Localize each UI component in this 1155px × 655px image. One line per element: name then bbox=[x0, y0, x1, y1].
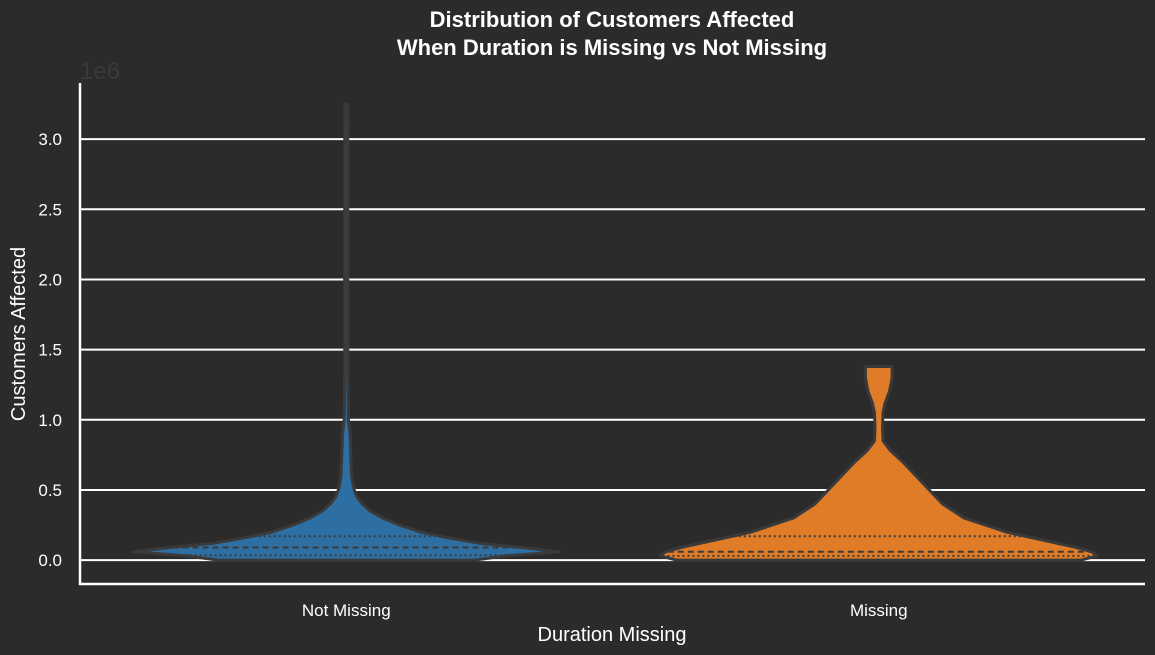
chart-title-line-2: When Duration is Missing vs Not Missing bbox=[397, 35, 827, 60]
y-tick-label: 2.0 bbox=[38, 270, 62, 289]
y-tick-label: 0.0 bbox=[38, 551, 62, 570]
violins bbox=[131, 102, 1099, 562]
y-tick-label: 1.0 bbox=[38, 411, 62, 430]
violin-body bbox=[131, 102, 561, 562]
x-axis-label: Duration Missing bbox=[538, 624, 687, 646]
y-tick-label: 3.0 bbox=[38, 130, 62, 149]
y-axis-label: Customers Affected bbox=[8, 247, 30, 421]
violin-body bbox=[658, 365, 1099, 562]
x-tick-label: Not Missing bbox=[302, 601, 391, 620]
y-tick-labels: 0.0 0.5 1.0 1.5 2.0 2.5 3.0 bbox=[38, 130, 62, 570]
chart-title-line-1: Distribution of Customers Affected bbox=[430, 7, 795, 32]
y-tick-label: 0.5 bbox=[38, 481, 62, 500]
y-tick-label: 2.5 bbox=[38, 200, 62, 219]
y-axis-offset-label: 1e6 bbox=[80, 58, 120, 85]
x-tick-label: Missing bbox=[850, 601, 908, 620]
y-tick-label: 1.5 bbox=[38, 341, 62, 360]
grid-lines bbox=[80, 138, 1145, 562]
x-tick-labels: Not Missing Missing bbox=[302, 601, 908, 620]
